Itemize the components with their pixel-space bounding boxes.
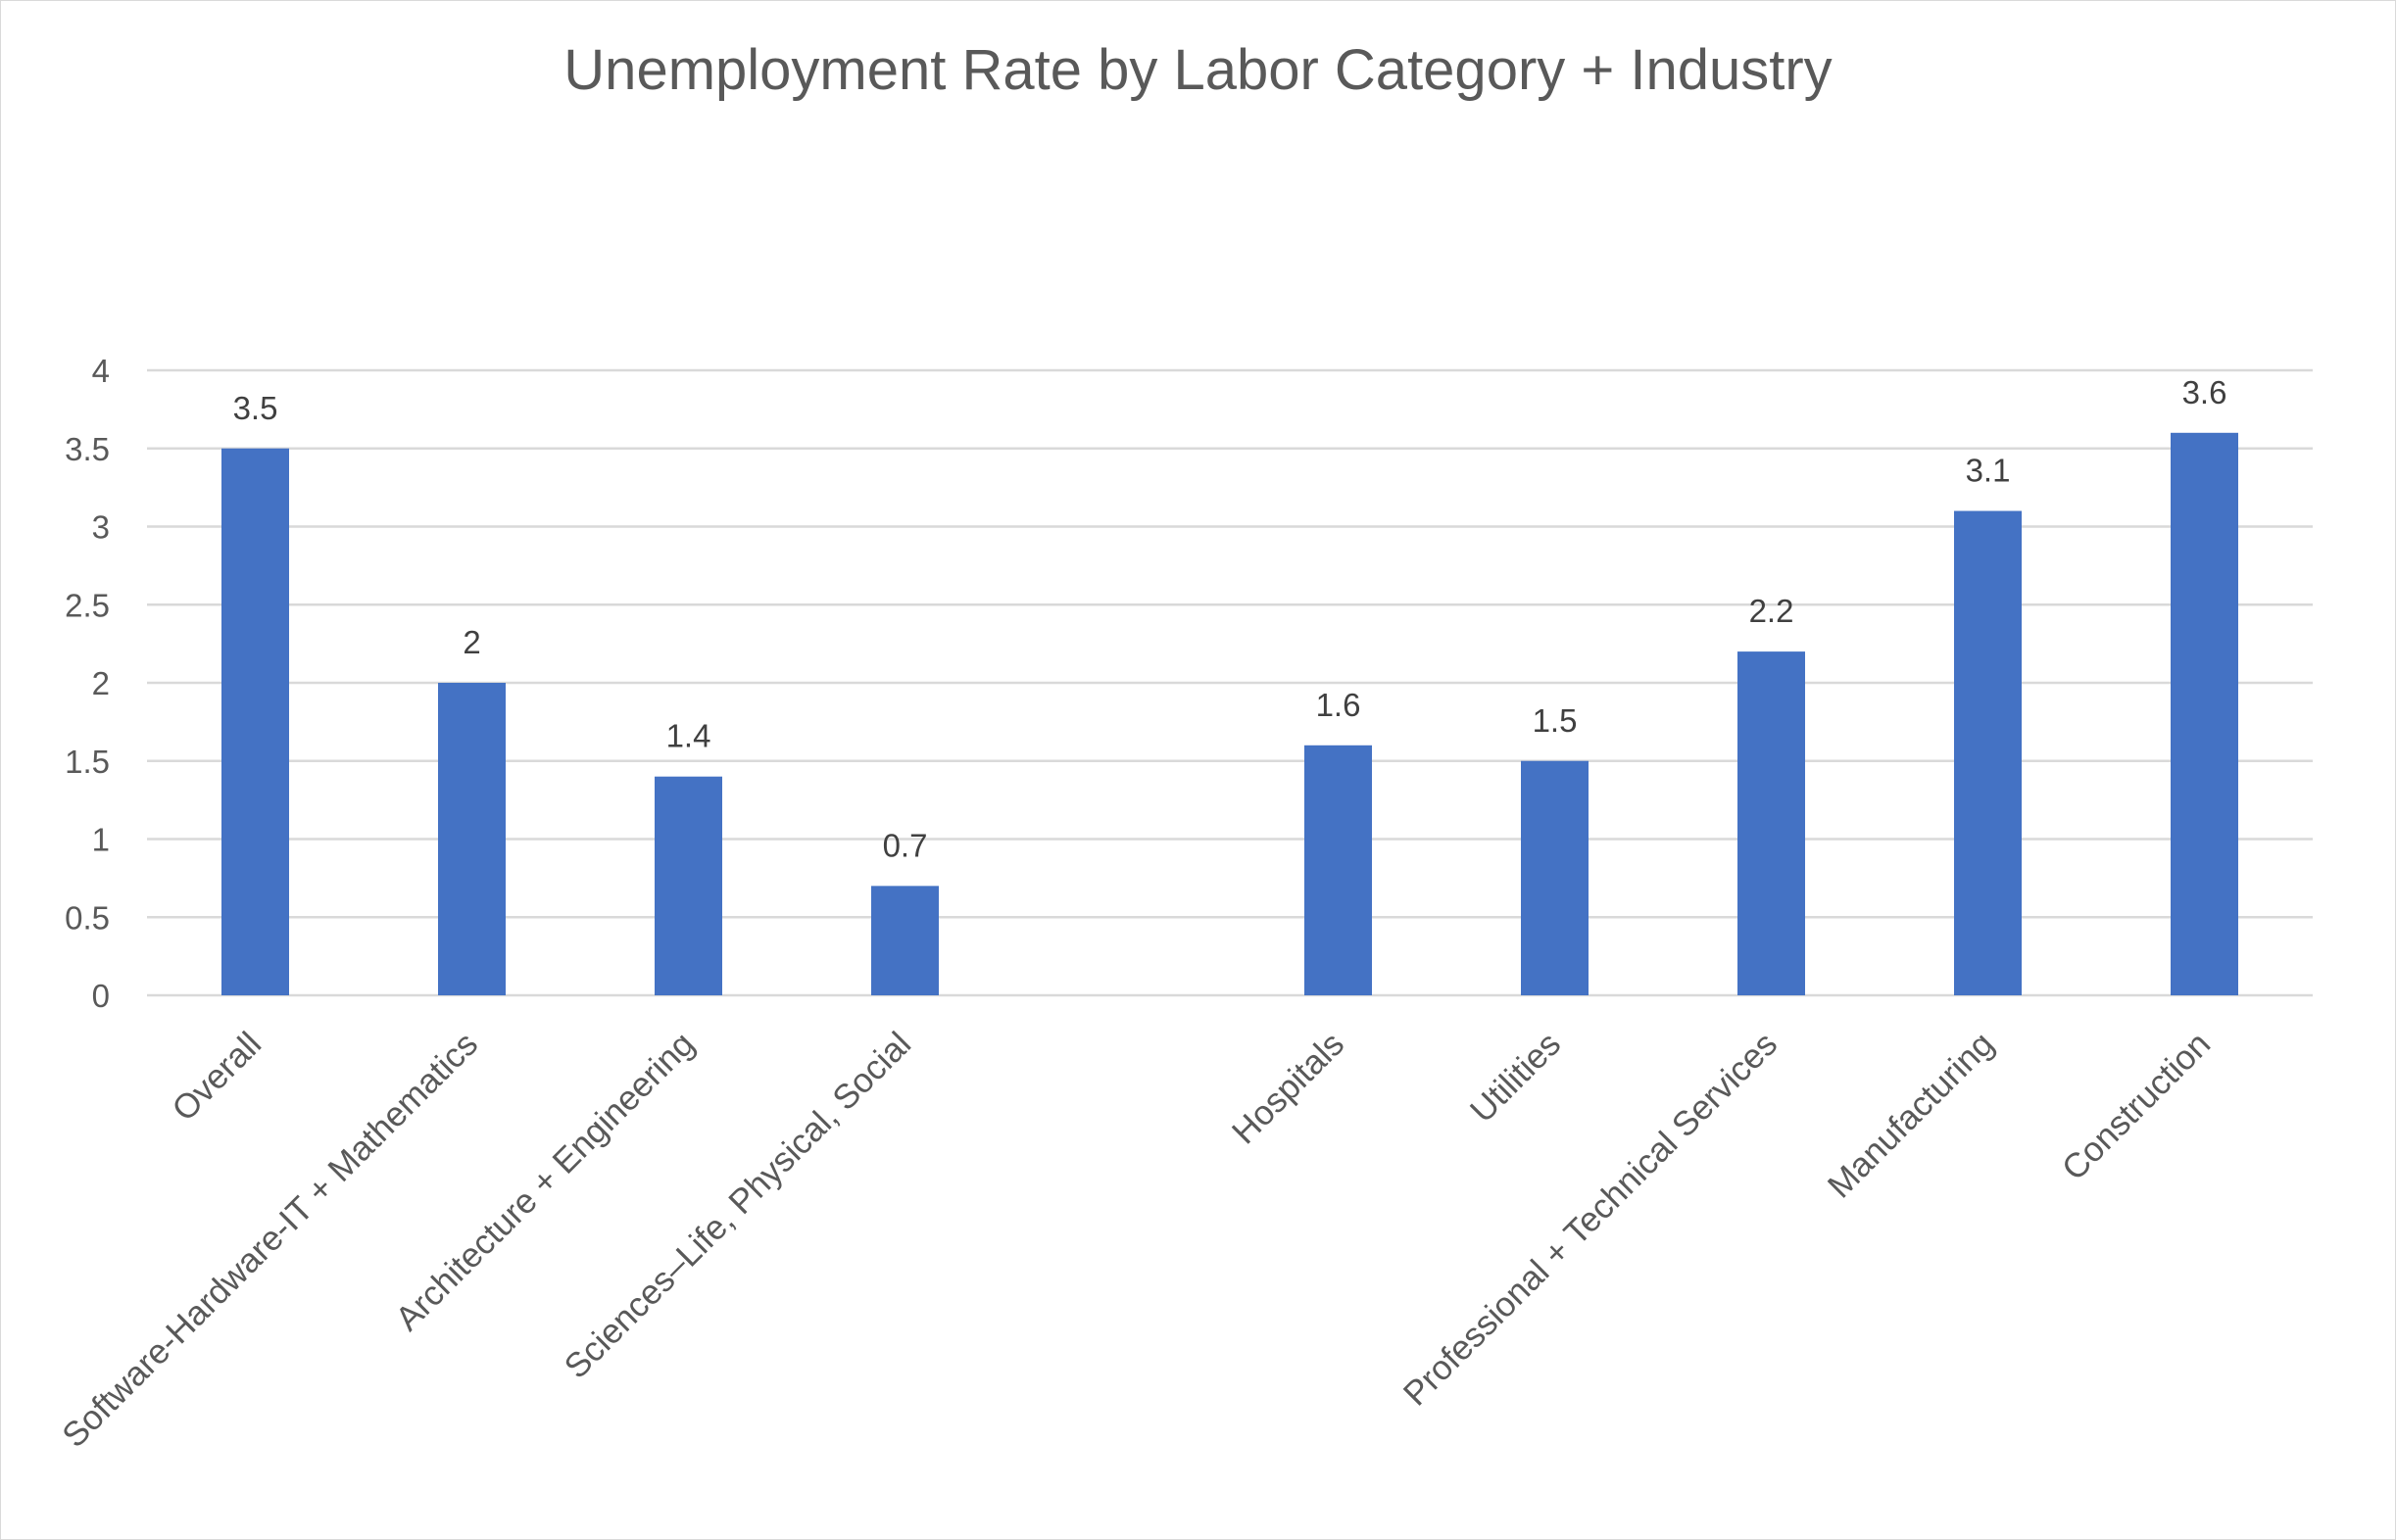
y-tick-label: 3.5 (65, 431, 110, 467)
bar (871, 886, 939, 995)
y-tick-label: 3 (92, 509, 110, 546)
y-tick-label: 2 (92, 665, 110, 701)
data-label: 3.5 (233, 390, 278, 426)
bar (2171, 432, 2238, 995)
bar (1737, 651, 1805, 995)
x-tick-label: Sciences–Life, Physical, Social (557, 1025, 918, 1386)
data-label: 2 (463, 624, 480, 660)
data-label: 3.6 (2182, 374, 2227, 410)
bar (1304, 745, 1372, 995)
y-tick-label: 1 (92, 822, 110, 858)
chart-title: Unemployment Rate by Labor Category + In… (563, 38, 1833, 102)
x-tick-label: Hospitals (1225, 1025, 1351, 1151)
y-tick-label: 0.5 (65, 899, 110, 936)
bar (438, 683, 506, 995)
x-tick-label: Construction (2055, 1025, 2219, 1188)
y-tick-label: 1.5 (65, 744, 110, 780)
y-tick-label: 4 (92, 353, 110, 389)
data-label: 1.5 (1533, 702, 1578, 739)
data-label: 0.7 (883, 827, 928, 863)
bar (1954, 510, 2022, 995)
data-label: 2.2 (1749, 593, 1794, 629)
x-tick-label: Manufacturing (1821, 1025, 2001, 1205)
data-label: 1.4 (666, 718, 711, 754)
data-label: 3.1 (1966, 453, 2011, 489)
x-tick-label: Software-Hardware-IT + Mathematics (55, 1025, 485, 1455)
y-tick-label: 0 (92, 978, 110, 1014)
x-tick-label: Overall (165, 1025, 269, 1129)
y-tick-label: 2.5 (65, 587, 110, 623)
x-tick-label: Utilities (1463, 1025, 1568, 1130)
data-label: 1.6 (1316, 687, 1361, 723)
bar (655, 776, 722, 995)
bar (1521, 760, 1589, 995)
bar (221, 448, 289, 995)
x-tick-label: Professional + Technical Services (1396, 1025, 1785, 1413)
